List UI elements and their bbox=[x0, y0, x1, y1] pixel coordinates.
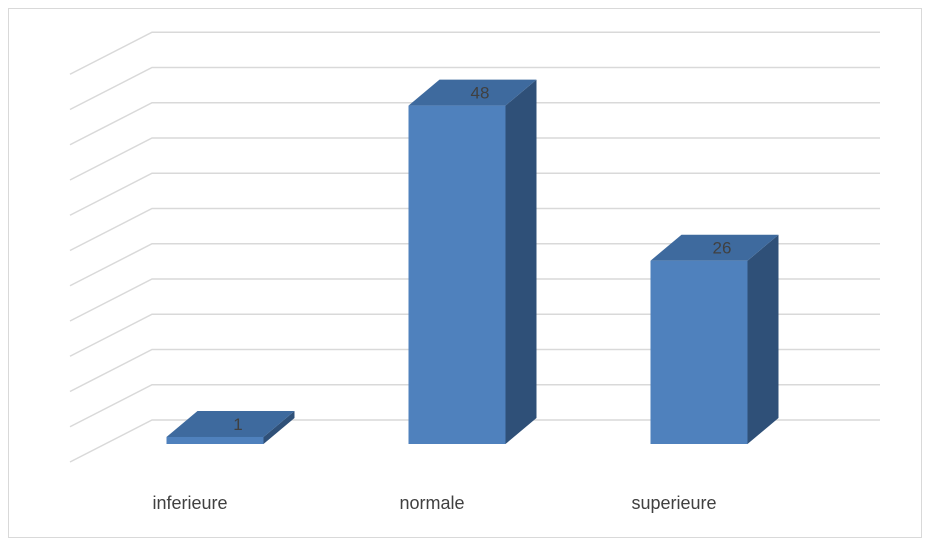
bar-front bbox=[166, 436, 264, 444]
bar-side bbox=[263, 410, 295, 444]
bar-top bbox=[650, 234, 779, 261]
bar-superieure bbox=[650, 234, 779, 444]
gridline bbox=[69, 313, 880, 357]
data-label: 1 bbox=[233, 415, 242, 434]
bar-side bbox=[505, 79, 537, 444]
bar-front bbox=[408, 105, 506, 444]
gridline bbox=[69, 348, 880, 393]
bar-inferieure bbox=[166, 410, 295, 444]
category-label: normale bbox=[399, 493, 464, 513]
gridline bbox=[69, 172, 880, 216]
gridline bbox=[69, 278, 880, 322]
bar-normale bbox=[408, 79, 537, 444]
data-label: 48 bbox=[471, 84, 490, 103]
gridlines bbox=[69, 31, 880, 463]
data-label: 26 bbox=[713, 239, 732, 258]
gridline bbox=[69, 384, 880, 428]
chart-frame bbox=[8, 8, 922, 538]
gridline bbox=[69, 419, 880, 463]
bars bbox=[166, 79, 779, 444]
data-labels: 1 48 26 bbox=[233, 84, 731, 434]
category-axis: inferieure normale superieure bbox=[152, 493, 716, 513]
bar-front bbox=[650, 260, 748, 444]
gridline bbox=[69, 31, 880, 75]
gridline bbox=[69, 207, 880, 252]
category-label: inferieure bbox=[152, 493, 227, 513]
gridline bbox=[69, 102, 880, 146]
bar-side bbox=[747, 234, 779, 444]
bar-top bbox=[166, 410, 295, 437]
category-label: superieure bbox=[631, 493, 716, 513]
bar-top bbox=[408, 79, 537, 106]
gridline bbox=[69, 137, 880, 181]
gridline bbox=[69, 243, 880, 287]
gridline bbox=[69, 66, 880, 111]
